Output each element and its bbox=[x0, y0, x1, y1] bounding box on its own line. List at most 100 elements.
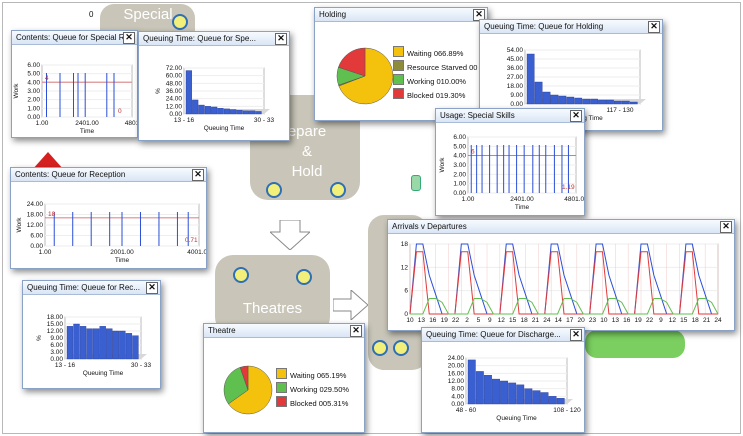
x-tick-label: 17 bbox=[566, 317, 574, 324]
x-tick-label: 23 bbox=[589, 317, 597, 324]
x-tick-label: 22 bbox=[452, 317, 460, 324]
bar bbox=[629, 101, 638, 105]
theatre-window[interactable]: Theatre ✕ Waiting 065.19% Working 029.50%… bbox=[203, 323, 365, 433]
stage-prepare-hold-label: epare & Hold bbox=[287, 123, 327, 180]
bar bbox=[249, 110, 256, 115]
y-tick-label: 15.00 bbox=[47, 321, 64, 328]
bar bbox=[566, 96, 575, 105]
node[interactable] bbox=[266, 182, 282, 198]
pie-slice bbox=[239, 365, 249, 391]
y-tick-label: 2.00 bbox=[27, 97, 40, 104]
series-line bbox=[409, 251, 718, 315]
y-tick-label: 6.00 bbox=[50, 342, 63, 349]
arrivals-departures-window[interactable]: Arrivals v Departures ✕ 18 12 6 0 10 13 16 19 22… bbox=[387, 219, 735, 331]
holding-pie-chart bbox=[336, 47, 394, 105]
close-icon[interactable]: ✕ bbox=[192, 169, 204, 181]
window-title: Usage: Special Skills bbox=[436, 109, 584, 123]
window-title: Queuing Time: Queue for Holding bbox=[480, 20, 662, 34]
bar bbox=[198, 104, 205, 115]
node[interactable] bbox=[330, 182, 346, 198]
y-tick-label: 72.00 bbox=[166, 65, 183, 72]
x-tick-label: 5 bbox=[477, 317, 481, 324]
legend-swatch bbox=[393, 46, 404, 57]
x-tick-label: 12 bbox=[498, 317, 506, 324]
bar bbox=[574, 97, 583, 105]
y-tick-label: 4.00 bbox=[451, 393, 464, 400]
close-icon[interactable]: ✕ bbox=[648, 21, 660, 33]
x-axis-label: Time bbox=[115, 257, 130, 264]
stage-theatres[interactable] bbox=[215, 255, 330, 335]
window-title: Queuing Time: Queue for Rec... bbox=[23, 281, 160, 295]
node[interactable] bbox=[233, 267, 249, 283]
window-title: Contents: Queue for Special R bbox=[12, 31, 137, 45]
close-icon[interactable]: ✕ bbox=[570, 110, 582, 122]
holding-window[interactable]: Holding ✕ Waiting 066.89% Resource Starve… bbox=[314, 7, 488, 121]
usage-special-skills-window[interactable]: Usage: Special Skills ✕ 6.00 5.00 4.00 3.00… bbox=[435, 108, 585, 216]
bar bbox=[542, 91, 551, 105]
x-tick-label: 117 - 130 bbox=[607, 107, 634, 114]
window-title: Theatre bbox=[204, 324, 364, 338]
close-icon[interactable]: ✕ bbox=[146, 282, 158, 294]
legend-swatch bbox=[393, 60, 404, 71]
contents-reception-window[interactable]: Contents: Queue for Reception ✕ 24.00 18.… bbox=[10, 167, 207, 269]
down-arrow-icon bbox=[268, 219, 312, 251]
close-icon[interactable]: ✕ bbox=[275, 33, 287, 45]
node[interactable] bbox=[172, 14, 188, 30]
stage-special-label: Special bbox=[123, 6, 173, 23]
legend-item: Waiting 065.19% bbox=[276, 368, 349, 382]
y-tick-label: 2.00 bbox=[453, 171, 466, 178]
bar bbox=[598, 99, 606, 105]
close-icon[interactable]: ✕ bbox=[720, 221, 732, 233]
x-tick-label: 30 - 33 bbox=[131, 362, 152, 369]
y-tick-label: 24.00 bbox=[448, 355, 465, 362]
node[interactable] bbox=[372, 340, 388, 356]
x-tick-label: 18 bbox=[520, 317, 528, 324]
y-tick-label: 18.00 bbox=[47, 314, 64, 321]
contents-special-window[interactable]: Contents: Queue for Special R ✕ 6.00 5.00… bbox=[11, 30, 138, 138]
legend-item: Working 029.50% bbox=[276, 382, 349, 396]
x-tick-label: 24 bbox=[543, 317, 551, 324]
queuing-time-special-window[interactable]: Queuing Time: Queue for Spe... ✕ 72.00 60… bbox=[138, 31, 290, 141]
x-tick-label: 13 bbox=[612, 317, 620, 324]
x-tick-label: 4801.00 bbox=[564, 196, 584, 203]
y-tick-label: 6 bbox=[404, 288, 408, 295]
x-tick-label: 1.00 bbox=[39, 249, 52, 256]
y-tick-label: 0.00 bbox=[169, 111, 182, 118]
y-tick-label: 36.00 bbox=[507, 65, 524, 72]
y-tick-label: 5.00 bbox=[453, 143, 466, 150]
close-icon[interactable]: ✕ bbox=[350, 325, 362, 337]
y-tick-label: 12.00 bbox=[448, 378, 465, 385]
bar bbox=[614, 100, 622, 105]
warning-triangle-icon bbox=[30, 150, 66, 172]
x-tick-label: 30 - 33 bbox=[254, 117, 275, 124]
node[interactable] bbox=[393, 340, 409, 356]
bar bbox=[558, 95, 567, 105]
y-tick-label: 60.00 bbox=[166, 73, 183, 80]
bar bbox=[185, 70, 192, 115]
queuing-time-discharge-window[interactable]: Queuing Time: Queue for Discharge... ✕ 2… bbox=[421, 327, 585, 433]
bar bbox=[606, 99, 614, 105]
annotation-label: 4 bbox=[45, 75, 49, 82]
bar bbox=[492, 378, 500, 405]
bar bbox=[125, 333, 133, 360]
y-tick-label: 54.00 bbox=[507, 47, 524, 54]
close-icon[interactable]: ✕ bbox=[570, 329, 582, 341]
x-tick-label: 1.00 bbox=[36, 120, 49, 127]
bar bbox=[475, 371, 484, 405]
window-title: Queuing Time: Queue for Discharge... bbox=[422, 328, 584, 342]
y-tick-label: 0 bbox=[404, 311, 408, 318]
node[interactable] bbox=[296, 269, 312, 285]
right-arrow-icon bbox=[332, 288, 369, 322]
close-icon[interactable]: ✕ bbox=[123, 32, 135, 44]
queuing-time-holding-chart: 54.00 45.00 36.00 27.00 18.00 9.00 0.00 117 - 1… bbox=[507, 47, 646, 122]
contents-reception-chart: 24.00 18.00 12.00 6.00 0.001.00 2001.00 4001.0… bbox=[16, 201, 206, 264]
bar bbox=[516, 384, 525, 405]
legend-label: Working 029.50% bbox=[290, 385, 350, 394]
queuing-time-reception-window[interactable]: Queuing Time: Queue for Rec... ✕ 18.00 15… bbox=[22, 280, 161, 389]
discharge-green-bar bbox=[585, 330, 685, 358]
x-tick-label: 15 bbox=[509, 317, 517, 324]
y-tick-label: 27.00 bbox=[507, 74, 524, 81]
bar bbox=[242, 110, 249, 115]
